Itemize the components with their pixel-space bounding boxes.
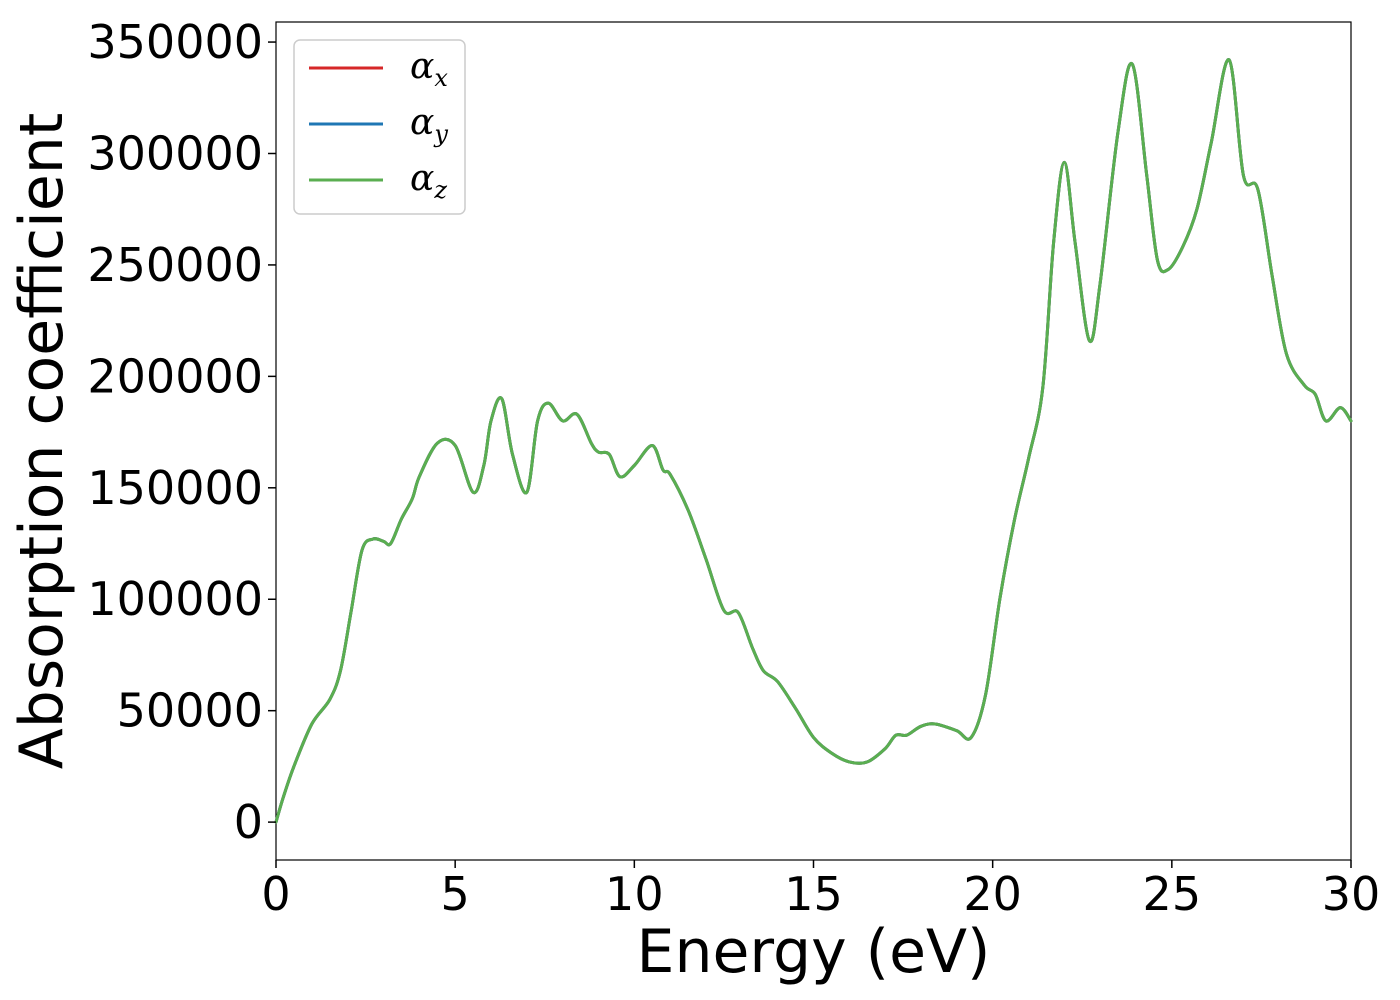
x-axis-title: Energy (eV) [637, 917, 991, 987]
y-tick-label: 150000 [87, 461, 263, 515]
x-tick-label: 0 [261, 867, 290, 921]
x-tick-label: 15 [784, 867, 843, 921]
x-tick-label: 30 [1322, 867, 1381, 921]
y-tick-label: 200000 [87, 349, 263, 403]
y-tick-label: 250000 [87, 238, 263, 292]
x-tick-label: 10 [605, 867, 664, 921]
y-axis: 0 50000 100000 150000 200000 250000 300000 3500… [87, 15, 276, 849]
y-tick-label: 50000 [117, 684, 263, 738]
series-line-z [274, 58, 1353, 824]
legend-box [293, 39, 466, 215]
x-tick-label: 20 [963, 867, 1022, 921]
x-tick-label: 25 [1143, 867, 1202, 921]
y-tick-label: 100000 [87, 572, 263, 626]
y-tick-label: 350000 [87, 15, 263, 69]
y-axis-title: Absorption coefficient [7, 113, 77, 770]
x-tick-label: 5 [441, 867, 470, 921]
y-tick-label: 0 [234, 795, 263, 849]
series-layer [274, 58, 1353, 824]
x-axis: 0 5 10 15 20 25 30 [261, 860, 1380, 921]
y-tick-label: 300000 [87, 126, 263, 180]
legend-entry: αy [410, 102, 448, 148]
